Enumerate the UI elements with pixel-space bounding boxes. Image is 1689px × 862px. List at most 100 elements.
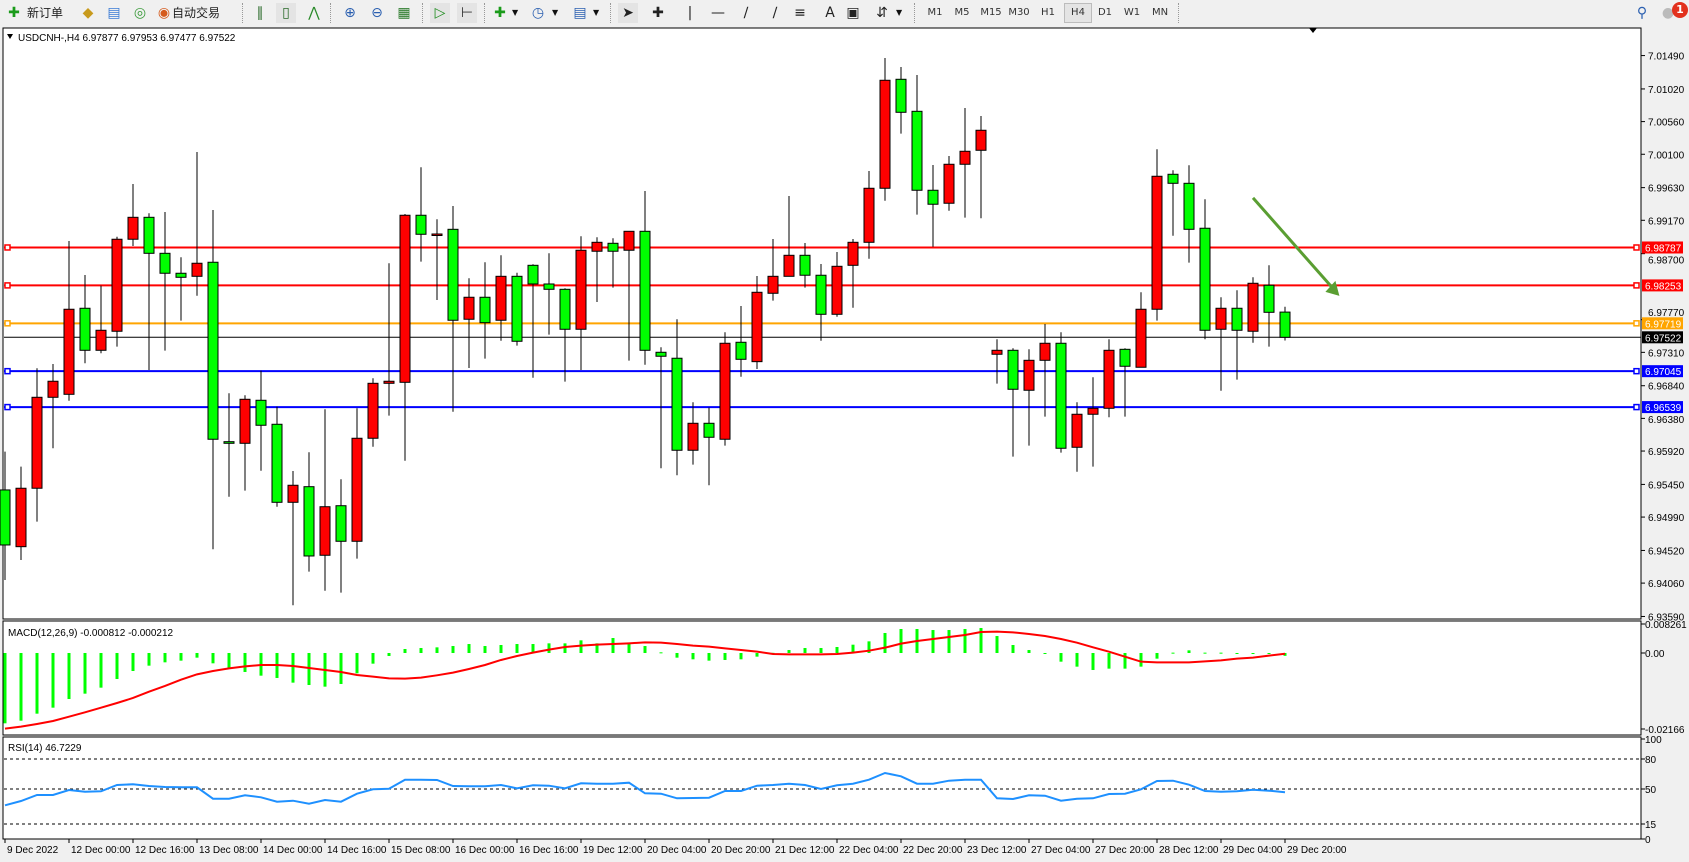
arrows-dropdown-icon[interactable]: ▼ <box>896 8 903 17</box>
new-order-button[interactable]: 新订单 <box>27 6 64 20</box>
text-icon[interactable]: A <box>825 5 835 21</box>
timeframe-w1[interactable]: W1 <box>1123 7 1141 18</box>
line-handle-icon <box>4 403 11 411</box>
macd-histogram-bar <box>483 646 487 653</box>
chart-shift-marker-icon[interactable] <box>1309 28 1317 33</box>
time-label: 16 Dec 00:00 <box>455 845 515 856</box>
toolbar-separator <box>242 3 244 23</box>
price-tick-label: 7.01020 <box>1648 85 1685 96</box>
auto-trading-button[interactable]: 自动交易 <box>172 6 221 20</box>
line-handle-icon <box>4 320 11 327</box>
signals-icon[interactable]: ◎ <box>133 5 147 21</box>
rsi-pane[interactable] <box>2 736 1642 840</box>
gold-bars-icon[interactable]: ◆ <box>82 5 94 21</box>
equidistant-channel-icon[interactable]: ∕ <box>772 5 778 21</box>
periods-icon[interactable]: ◷ <box>531 5 545 21</box>
auto-scroll-icon[interactable]: ▷ <box>430 3 450 23</box>
bull-candle <box>1023 359 1035 391</box>
price-line-label: 6.98787 <box>1645 243 1682 254</box>
crosshair-icon[interactable]: ✚ <box>652 5 664 21</box>
line-handle-icon <box>1633 403 1640 411</box>
bull-candle <box>623 230 635 251</box>
bear-candle <box>159 252 171 274</box>
macd-histogram-bar <box>563 643 567 653</box>
chart-shift-icon[interactable]: ⊢ <box>457 3 477 23</box>
search-icon[interactable]: ⚲ <box>1636 5 1648 21</box>
timeframe-h1[interactable]: H1 <box>1041 7 1055 18</box>
line-handle-icon <box>1633 282 1640 289</box>
rsi-axis-label: 15 <box>1645 820 1657 831</box>
periods-dropdown-icon[interactable]: ▼ <box>552 8 559 17</box>
bull-candle <box>719 342 731 440</box>
time-label: 9 Dec 2022 <box>7 845 59 856</box>
indicators-icon[interactable]: ✚ <box>494 5 506 21</box>
macd-histogram-bar <box>675 653 679 658</box>
macd-histogram-bar <box>547 643 551 653</box>
trendline-icon[interactable]: ∕ <box>743 5 749 21</box>
timeframe-m1[interactable]: M1 <box>927 7 943 18</box>
templates-dropdown-icon[interactable]: ▼ <box>593 8 600 17</box>
zoom-out-icon[interactable]: ⊖ <box>371 5 383 21</box>
price-tick-label: 6.96840 <box>1648 382 1685 393</box>
macd-histogram-bar <box>1043 653 1047 654</box>
time-label: 23 Dec 12:00 <box>967 845 1027 856</box>
templates-icon[interactable]: ▤ <box>573 5 587 21</box>
timeframe-h4[interactable]: H4 <box>1064 3 1092 23</box>
bull-candle <box>687 422 699 451</box>
notifications-icon[interactable]: ● <box>1661 5 1675 21</box>
macd-histogram-bar <box>1251 653 1255 654</box>
bear-candle <box>303 486 315 557</box>
arrows-icon[interactable]: ⇵ <box>876 5 888 21</box>
chart-window[interactable]: 7.01490 7.01020 7.00560 7.00100 6.99630 6.991… <box>0 26 1689 862</box>
indicators-dropdown-icon[interactable]: ▼ <box>512 8 519 17</box>
macd-histogram-bar <box>371 653 375 664</box>
bear-candle <box>655 351 667 357</box>
tile-windows-icon[interactable]: ▦ <box>397 5 411 21</box>
timeframe-m15[interactable]: M15 <box>980 7 1002 18</box>
bear-candle <box>1119 348 1131 367</box>
timeframe-mn[interactable]: MN <box>1151 7 1169 18</box>
chart-menu-triangle-icon[interactable] <box>7 34 13 39</box>
macd-histogram-bar <box>435 647 439 653</box>
timeframe-d1[interactable]: D1 <box>1097 7 1113 18</box>
notification-badge[interactable]: 1 <box>1672 2 1688 18</box>
toolbar-separator <box>610 3 612 23</box>
fibonacci-icon[interactable]: ≡ <box>794 5 806 21</box>
macd-histogram-bar <box>195 653 199 658</box>
macd-histogram-bar <box>355 653 359 674</box>
trend-arrow[interactable] <box>1251 196 1340 296</box>
macd-histogram-bar <box>291 653 295 683</box>
zoom-in-icon[interactable]: ⊕ <box>344 5 356 21</box>
bear-candle <box>703 422 715 438</box>
bear-candle <box>927 189 939 205</box>
macd-histogram-bar <box>1123 653 1127 669</box>
macd-histogram-bar <box>931 630 935 653</box>
bull-candle <box>287 484 299 503</box>
bear-candle <box>911 110 923 191</box>
candlestick-icon[interactable]: ▯ <box>276 3 296 23</box>
bull-candle <box>1247 282 1259 332</box>
macd-histogram-bar <box>1219 652 1223 654</box>
bear-candle <box>255 399 267 426</box>
bull-candle <box>879 79 891 189</box>
cursor-icon[interactable]: ➤ <box>618 3 638 23</box>
timeframe-m30[interactable]: M30 <box>1008 7 1030 18</box>
macd-histogram-bar <box>179 653 183 661</box>
bar-chart-icon[interactable]: ∥ <box>256 5 264 21</box>
macd-histogram-bar <box>35 653 39 714</box>
toolbar-separator <box>422 3 424 23</box>
macd-histogram-bar <box>147 653 151 666</box>
macd-histogram-bar <box>1187 650 1191 653</box>
horizontal-line-icon[interactable]: — <box>711 5 725 21</box>
bear-candle <box>735 341 747 360</box>
market-watch-icon[interactable]: ▤ <box>107 5 121 21</box>
time-label: 22 Dec 20:00 <box>903 845 963 856</box>
line-chart-icon[interactable]: ⋀ <box>308 5 320 21</box>
macd-histogram-bar <box>499 644 503 653</box>
new-order-icon[interactable]: ✚ <box>8 5 20 21</box>
vertical-line-icon[interactable]: | <box>687 5 693 21</box>
text-label-icon[interactable]: ▣ <box>846 5 860 21</box>
timeframe-m5[interactable]: M5 <box>954 7 970 18</box>
macd-pane[interactable] <box>2 620 1642 736</box>
auto-trading-icon[interactable]: ◉ <box>157 5 171 21</box>
